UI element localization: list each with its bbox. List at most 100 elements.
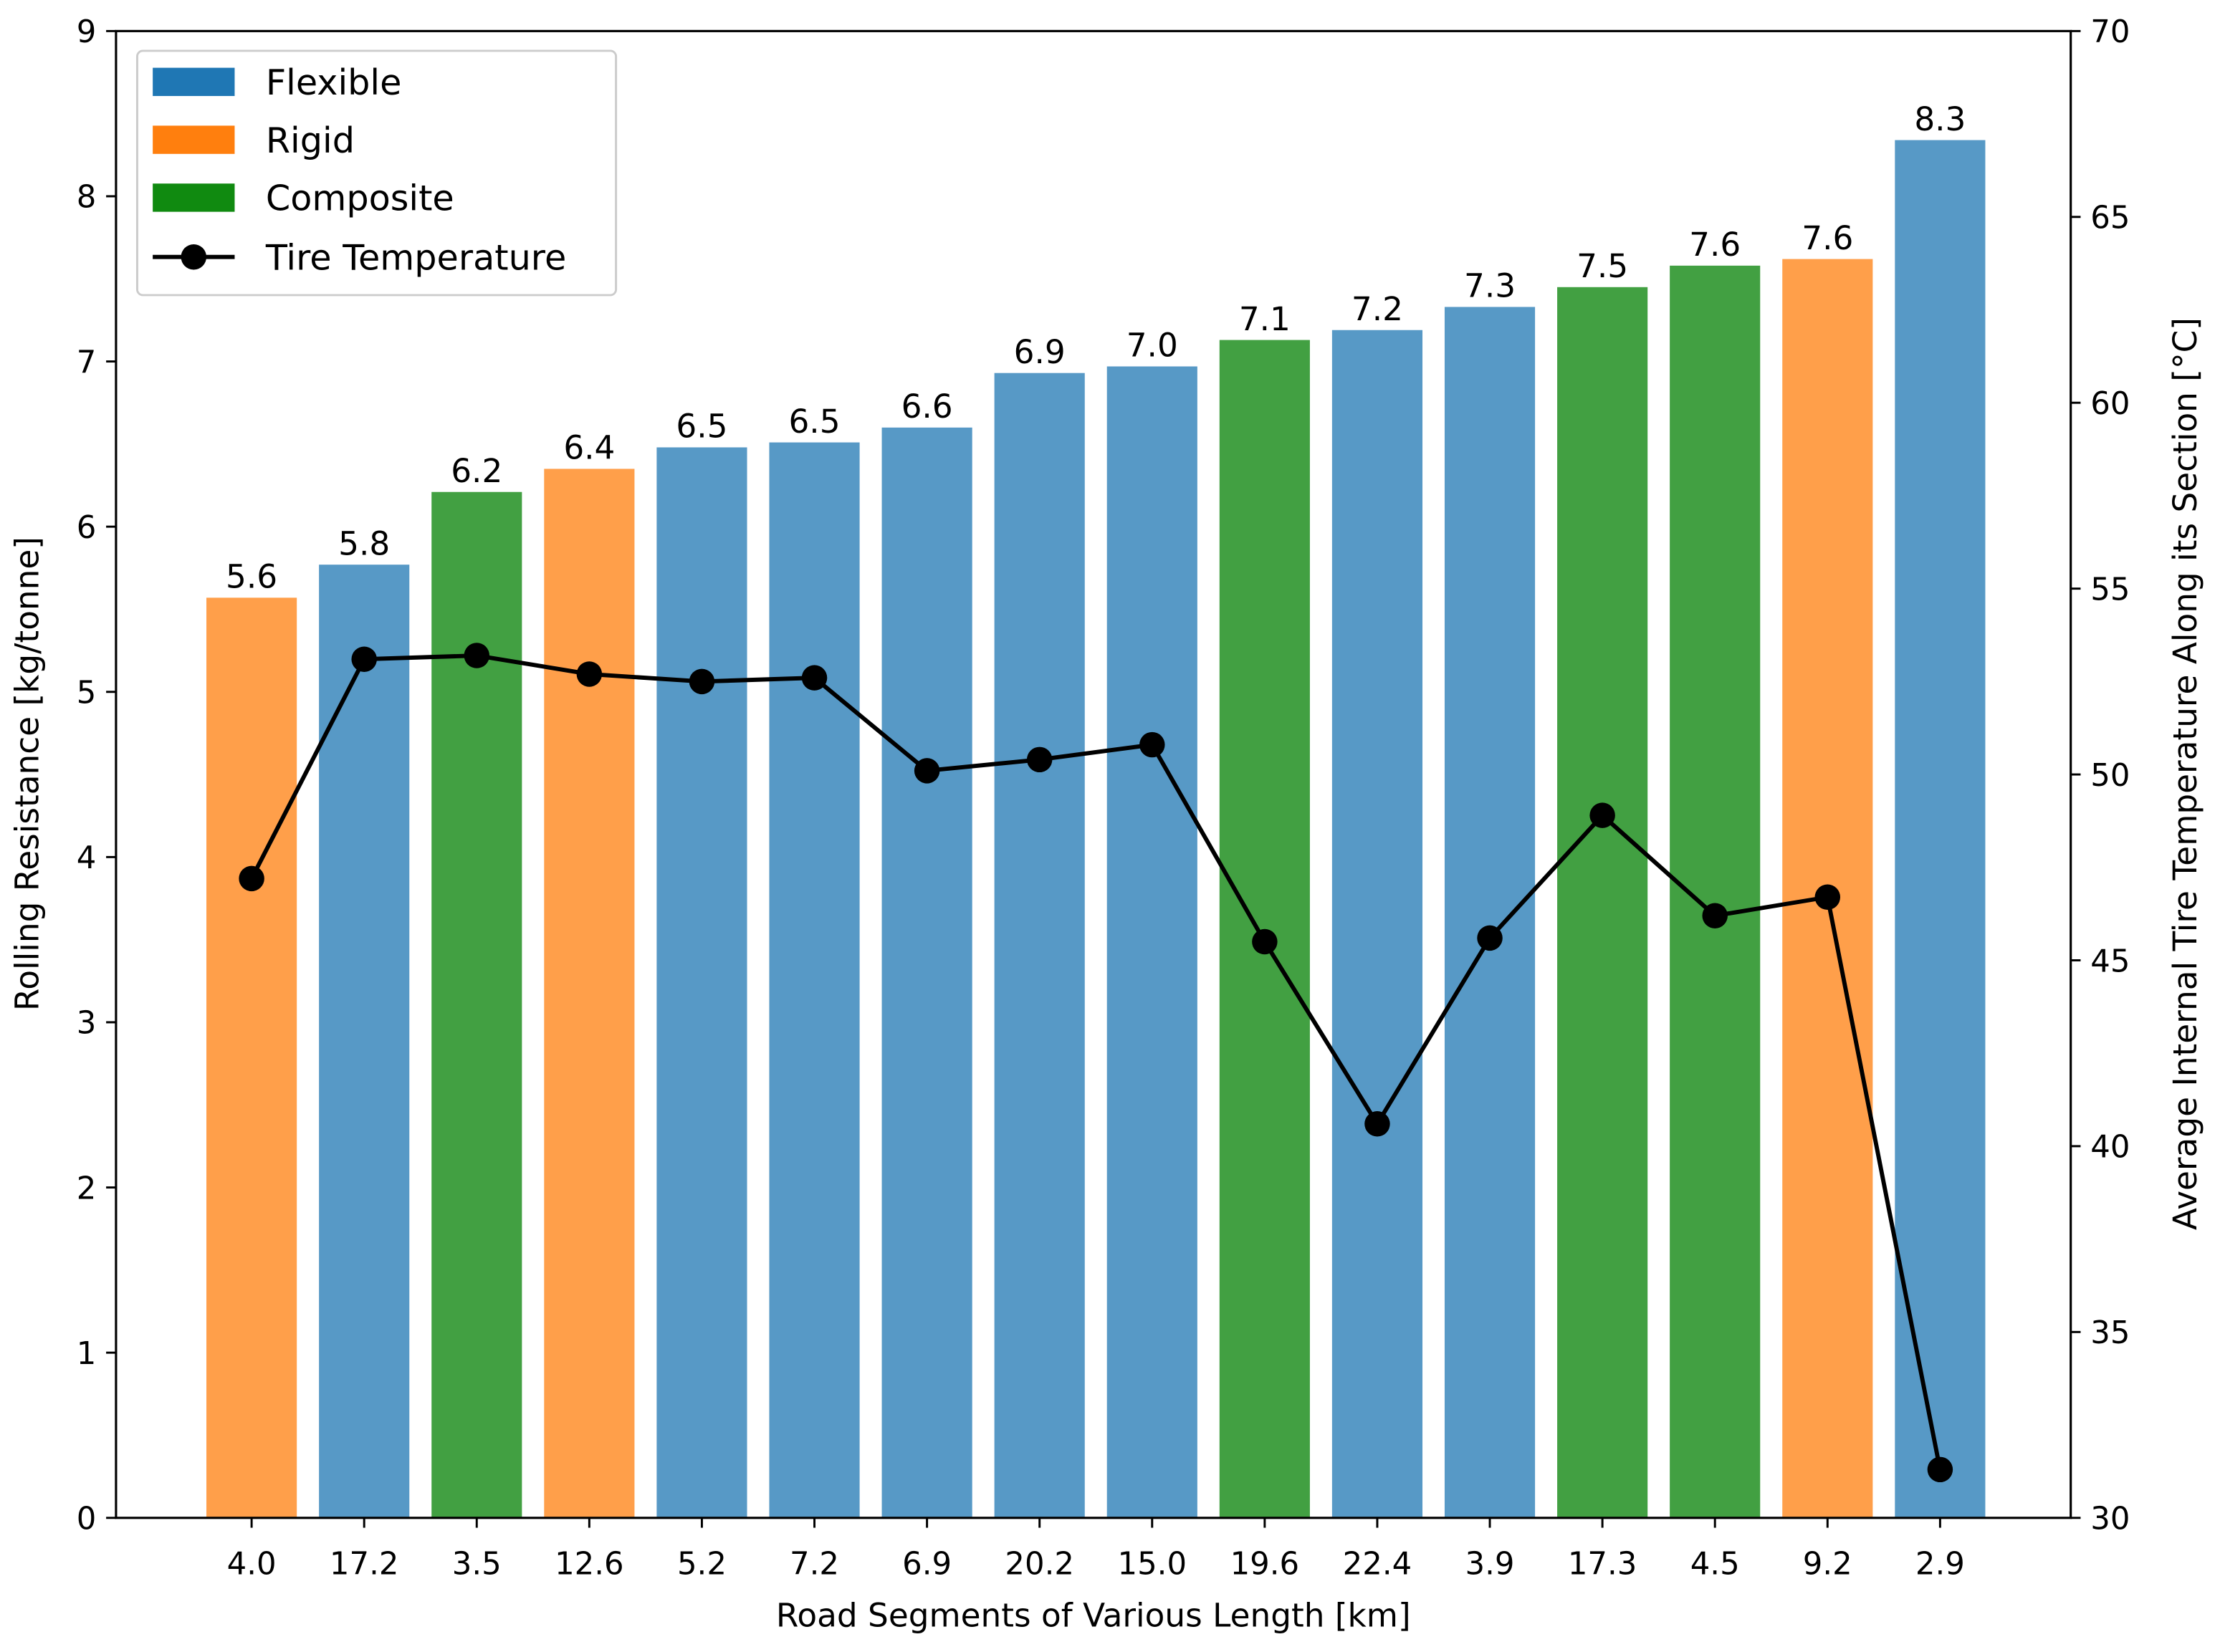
y-axis-label: Rolling Resistance [kg/tonne] xyxy=(8,537,46,1011)
bar-value-label: 6.5 xyxy=(788,403,840,441)
x-tick-label: 3.5 xyxy=(452,1547,502,1583)
y2-tick-label: 55 xyxy=(2090,572,2130,608)
y-tick-label: 9 xyxy=(77,14,97,50)
x-tick-label: 17.2 xyxy=(330,1547,399,1583)
y2-tick-label: 60 xyxy=(2090,386,2130,422)
temperature-point xyxy=(689,668,715,695)
x-tick-label: 2.9 xyxy=(1915,1547,1965,1583)
x-axis-label: Road Segments of Various Length [km] xyxy=(776,1597,1411,1635)
bar-value-label: 7.6 xyxy=(1802,219,1853,257)
bar xyxy=(994,373,1085,1518)
legend-label-flexible: Flexible xyxy=(266,62,402,103)
y-tick-label: 2 xyxy=(77,1171,97,1206)
temperature-point xyxy=(1477,925,1503,951)
x-tick-label: 22.4 xyxy=(1343,1547,1412,1583)
x-tick-label: 4.0 xyxy=(227,1547,277,1583)
temperature-point xyxy=(1927,1456,1953,1483)
bar-value-label: 5.8 xyxy=(338,524,390,562)
temperature-point xyxy=(1814,884,1841,911)
temperature-line xyxy=(239,643,1953,1483)
legend-label-rigid: Rigid xyxy=(266,120,355,161)
x-tick-label: 7.2 xyxy=(790,1547,839,1583)
y-tick-label: 4 xyxy=(77,840,97,876)
legend-swatch-marker xyxy=(181,244,207,270)
bar xyxy=(206,597,297,1518)
x-tick-label: 9.2 xyxy=(1803,1547,1852,1583)
x-tick-label: 6.9 xyxy=(902,1547,952,1583)
temperature-series-line xyxy=(249,653,1943,1470)
bar xyxy=(1106,366,1197,1518)
x-tick-label: 19.6 xyxy=(1230,1547,1300,1583)
y-tick-label: 5 xyxy=(77,676,97,711)
bar-value-label: 6.5 xyxy=(676,408,727,446)
bar-value-label: 7.5 xyxy=(1577,247,1628,285)
temperature-point xyxy=(1702,903,1728,928)
y2-tick-label: 40 xyxy=(2090,1130,2130,1166)
legend-frame xyxy=(135,49,618,297)
legend-label-tire-temperature: Tire Temperature xyxy=(265,236,566,278)
temperature-point xyxy=(1252,928,1278,955)
temperature-point xyxy=(1026,746,1053,773)
legend-swatch-composite xyxy=(153,183,235,212)
y2-tick-label: 50 xyxy=(2090,758,2130,794)
y-tick-label: 7 xyxy=(77,345,97,380)
bar-value-label: 6.4 xyxy=(563,429,615,467)
bars xyxy=(206,140,1986,1518)
x-tick-label: 3.9 xyxy=(1465,1547,1515,1583)
y2-tick-label: 45 xyxy=(2090,943,2130,979)
y2-tick-label: 65 xyxy=(2090,201,2130,236)
y-tick-label: 8 xyxy=(77,180,97,216)
y2-axis-label: Average Internal Tire Temperature Along … xyxy=(2166,317,2204,1230)
bar-value-label: 5.6 xyxy=(226,558,277,596)
bar-value-label: 6.9 xyxy=(1014,333,1066,371)
y2-tick-label: 35 xyxy=(2090,1315,2130,1351)
bar-value-label: 7.2 xyxy=(1352,290,1403,328)
bar-value-label: 7.1 xyxy=(1239,300,1291,338)
bar xyxy=(1331,330,1423,1518)
legend-swatch-rigid xyxy=(153,125,235,154)
temperature-point xyxy=(464,643,490,668)
y-tick-label: 3 xyxy=(77,1006,97,1042)
legend-label-composite: Composite xyxy=(266,178,454,219)
temperature-point xyxy=(1589,802,1615,828)
temperature-point xyxy=(914,758,940,784)
temperature-point xyxy=(801,665,828,691)
bar-value-label: 6.6 xyxy=(901,388,953,426)
x-tick-label: 5.2 xyxy=(677,1547,727,1583)
bar-value-label: 7.6 xyxy=(1689,226,1741,264)
y-tick-label: 1 xyxy=(77,1336,97,1372)
bar-value-label: 7.0 xyxy=(1126,327,1178,365)
temperature-point xyxy=(576,661,603,687)
x-tick-label: 17.3 xyxy=(1568,1547,1637,1583)
bar xyxy=(881,427,972,1518)
bar xyxy=(319,565,410,1518)
x-tick-label: 15.0 xyxy=(1118,1547,1187,1583)
x-tick-label: 20.2 xyxy=(1005,1547,1074,1583)
bar xyxy=(1219,340,1310,1518)
bar xyxy=(1670,265,1761,1518)
temperature-point xyxy=(1364,1111,1390,1137)
x-tick-label: 12.6 xyxy=(555,1547,624,1583)
bar-value-label: 6.2 xyxy=(451,452,502,490)
bar xyxy=(1895,140,1986,1518)
temperature-point xyxy=(1139,731,1165,758)
bar xyxy=(769,442,860,1518)
bar-labels: 5.6 5.8 6.2 6.4 6.5 6.5 6.6 6.9 7.0 7.1 7.2 7.3 7.5 7… xyxy=(226,100,1966,596)
temperature-point xyxy=(351,646,377,672)
y2-tick-label: 30 xyxy=(2090,1502,2130,1537)
bar-value-label: 7.3 xyxy=(1464,267,1516,305)
bar xyxy=(544,469,635,1518)
legend-swatch-flexible xyxy=(153,67,235,97)
bar xyxy=(1444,307,1536,1518)
bar xyxy=(1557,287,1648,1518)
x-tick-label: 4.5 xyxy=(1690,1547,1740,1583)
y-tick-label: 6 xyxy=(77,510,97,546)
bar xyxy=(656,447,747,1518)
bar-value-label: 8.3 xyxy=(1914,100,1966,138)
legend: Flexible Rigid Composite Tire Temperatur… xyxy=(135,49,618,297)
y-tick-label: 0 xyxy=(77,1502,97,1537)
y2-tick-label: 70 xyxy=(2090,14,2130,50)
temperature-point xyxy=(239,865,264,892)
